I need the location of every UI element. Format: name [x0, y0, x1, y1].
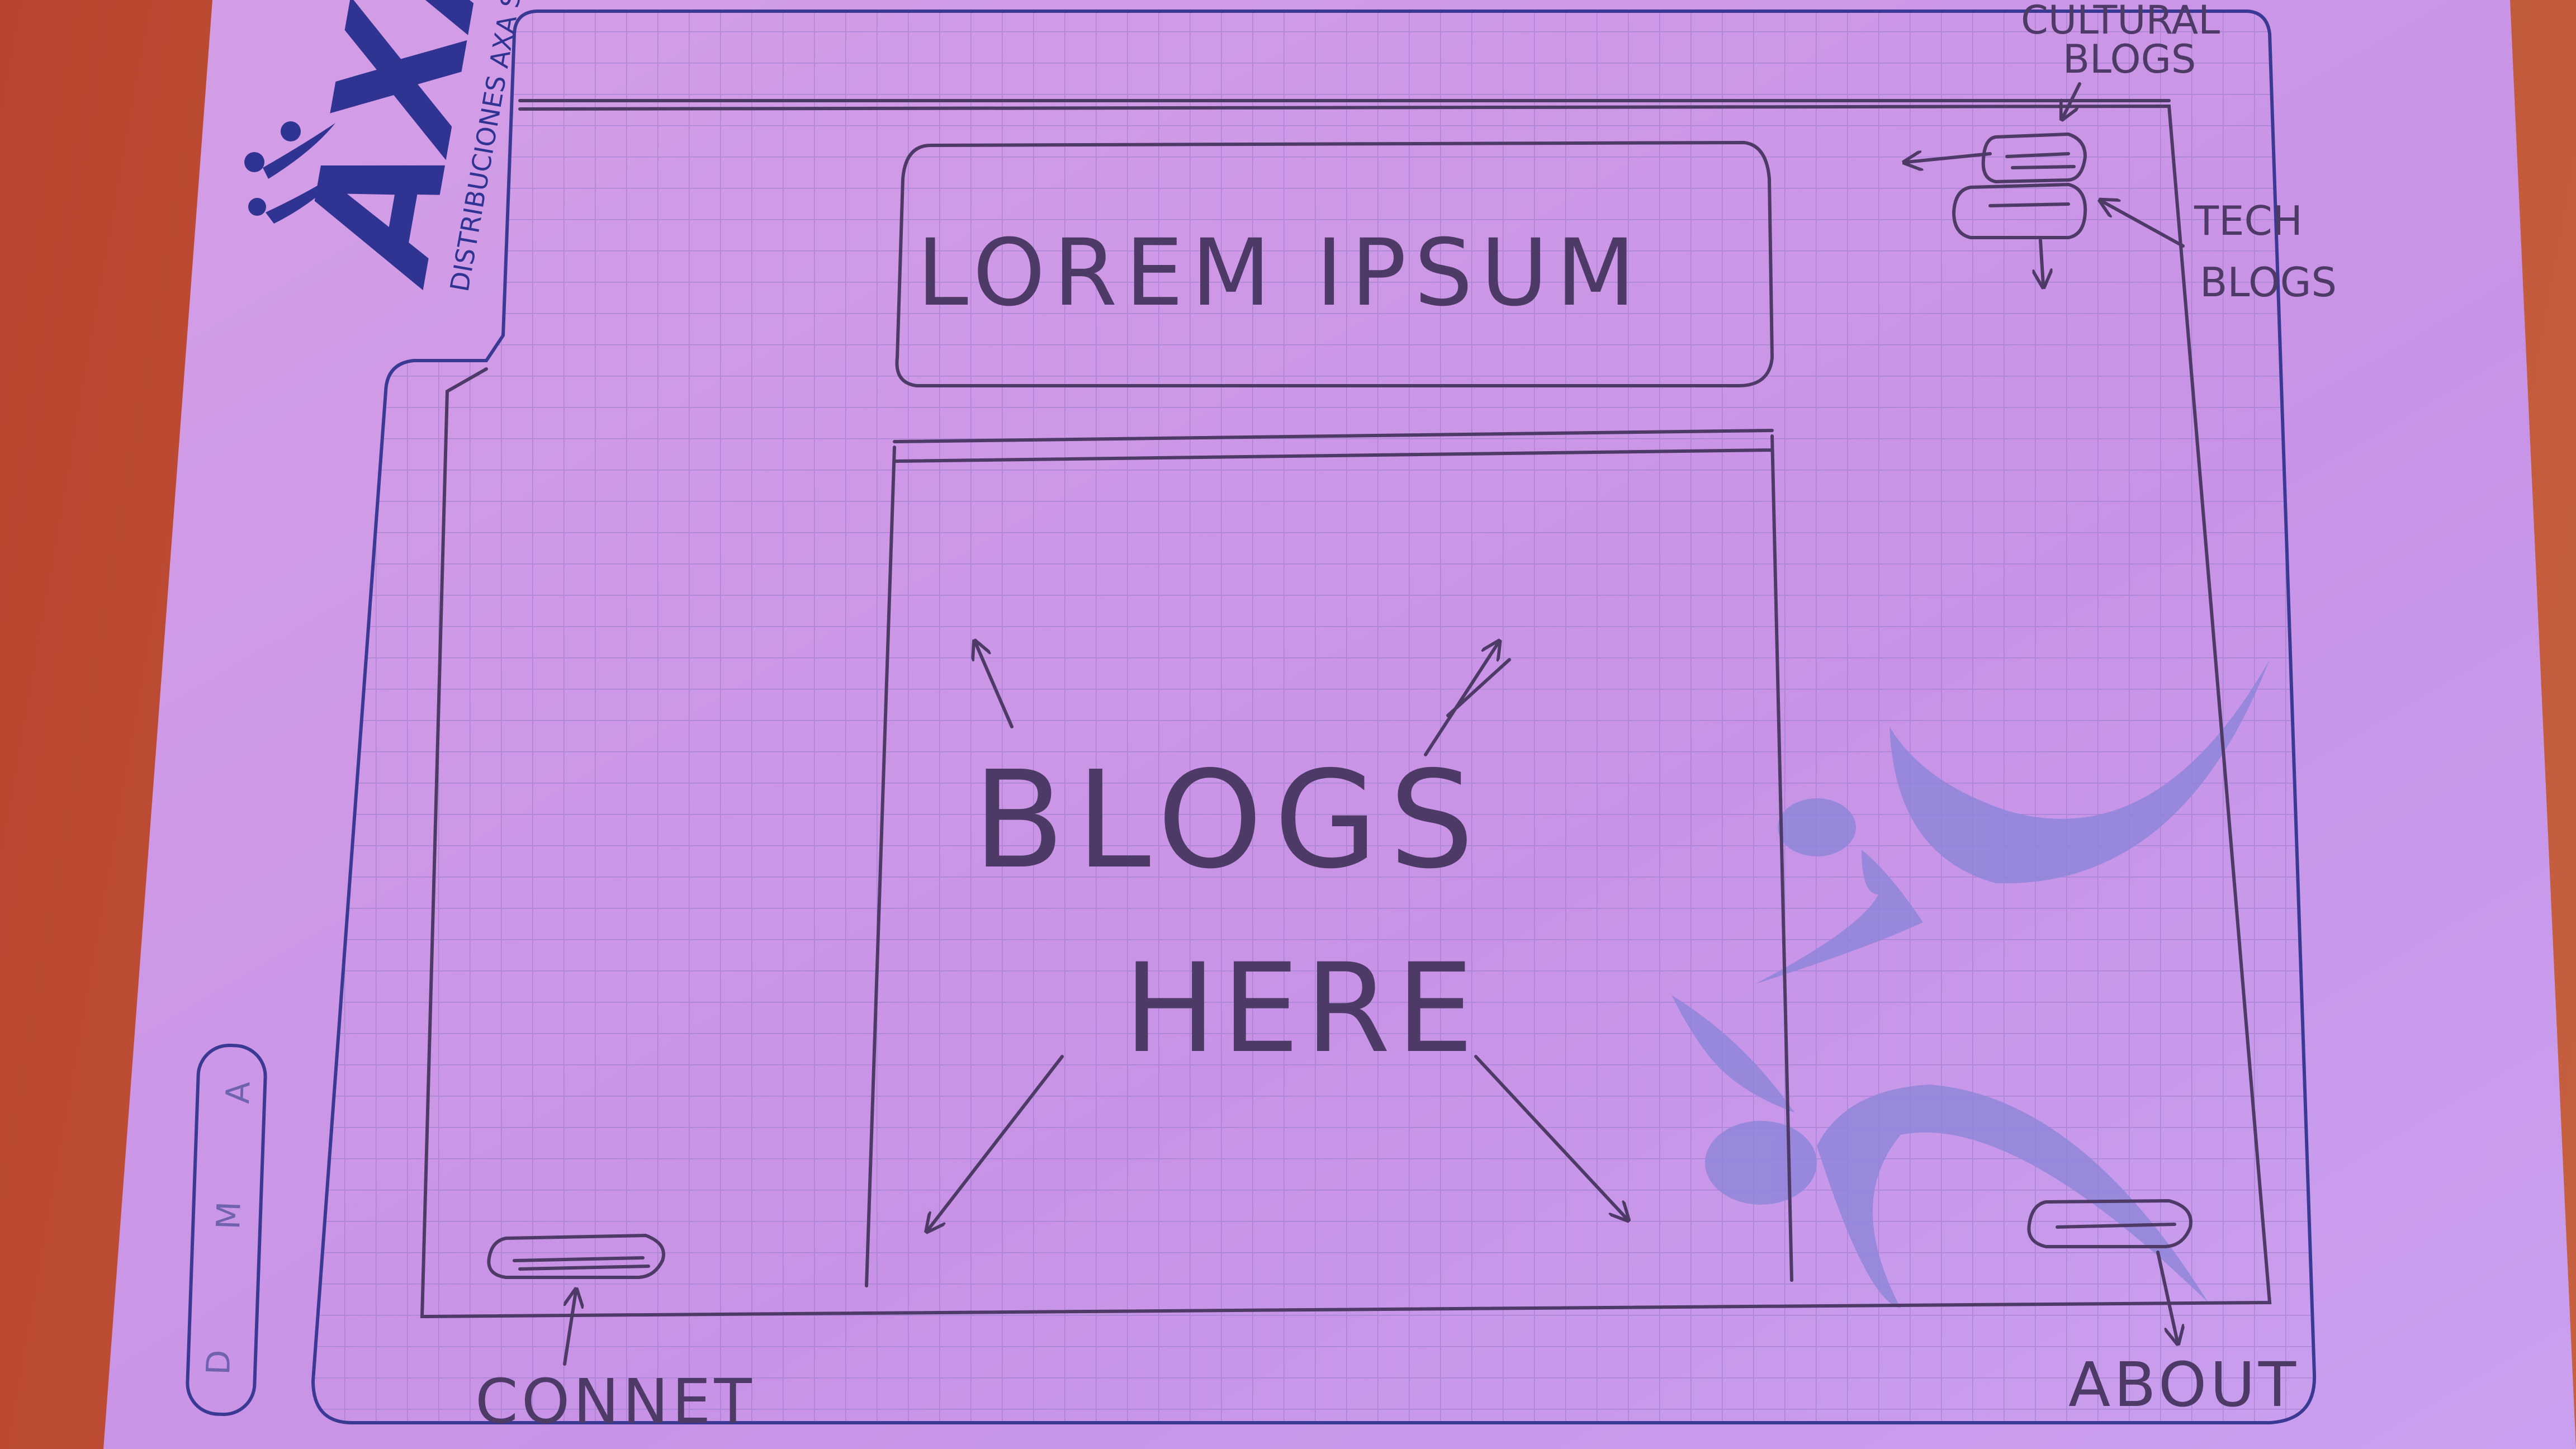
index-tab [186, 1043, 267, 1417]
printed-grid-frame: A M D [186, 10, 2317, 1424]
blogs-placeholder-text: BLOGS [973, 742, 1485, 898]
tab-letter-d: D [199, 1349, 238, 1375]
connect-label: CONNET [475, 1366, 755, 1437]
arrow-icon [2156, 1251, 2177, 1342]
arrow-icon [1424, 643, 1498, 756]
pencil-sketch [420, 82, 2272, 1366]
cultural-blogs-button-sketch [1981, 132, 2087, 184]
arrow-icon [1474, 1055, 1627, 1219]
here-placeholder-text: HERE [1124, 937, 1479, 1080]
tab-letter-m: M [209, 1201, 248, 1230]
arrow-icon [563, 1291, 576, 1366]
header-box-sketch [895, 140, 1774, 387]
arrow-icon [2102, 201, 2185, 248]
about-button-sketch [2027, 1199, 2193, 1248]
tech-blogs-button-sketch [1952, 182, 2087, 239]
about-label: ABOUT [2068, 1349, 2299, 1420]
tech-blogs-label-line2: BLOGS [2200, 259, 2337, 306]
header-placeholder-text: LOREM IPSUM [917, 219, 1644, 326]
arrow-icon [976, 643, 1014, 728]
cultural-blogs-label-line2: BLOGS [2063, 36, 2196, 82]
arrow-icon [2063, 82, 2081, 117]
tab-letter-a: A [219, 1081, 257, 1104]
tech-blogs-label: TECH [2194, 197, 2303, 244]
cultural-blogs-label: CULTURAL [2021, 0, 2220, 43]
arrow-icon [2040, 239, 2043, 285]
connect-button-sketch [487, 1233, 665, 1279]
content-column-sketch [865, 429, 1793, 1287]
axa-watermark-figure-icon [1671, 660, 2270, 1308]
outer-frame-sketch [420, 99, 2272, 1319]
arrow-icon [1906, 154, 1992, 162]
axa-logo-figures-icon [244, 121, 347, 224]
arrow-icon [928, 1055, 1064, 1230]
